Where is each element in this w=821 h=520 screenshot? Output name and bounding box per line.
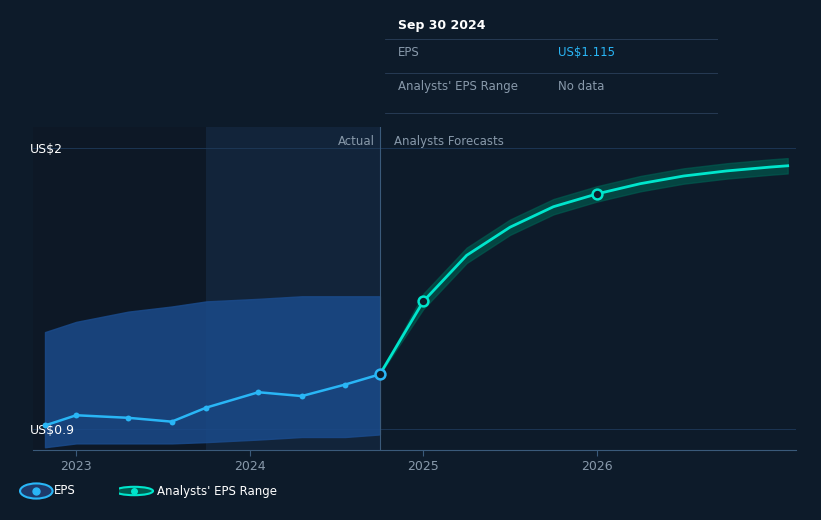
Text: US$1.115: US$1.115: [558, 46, 615, 59]
Point: [374, 370, 387, 379]
Bar: [33, 127, 206, 450]
Text: EPS: EPS: [54, 485, 76, 498]
Point: [296, 392, 309, 400]
Circle shape: [115, 487, 153, 495]
Point: [39, 421, 52, 430]
Point: [165, 418, 178, 426]
Text: Analysts Forecasts: Analysts Forecasts: [394, 135, 503, 148]
Point: [417, 297, 430, 306]
Point: [122, 413, 135, 422]
Point: [200, 404, 213, 412]
Point: [338, 381, 351, 389]
Point: [252, 388, 265, 396]
Text: Actual: Actual: [337, 135, 374, 148]
Text: No data: No data: [558, 80, 604, 93]
Text: EPS: EPS: [398, 46, 420, 59]
Text: Sep 30 2024: Sep 30 2024: [398, 19, 486, 32]
Bar: [206, 127, 380, 450]
Point: [590, 190, 603, 198]
Text: Analysts' EPS Range: Analysts' EPS Range: [398, 80, 518, 93]
Point: [70, 411, 83, 420]
Circle shape: [20, 484, 53, 499]
Text: Analysts' EPS Range: Analysts' EPS Range: [157, 485, 277, 498]
